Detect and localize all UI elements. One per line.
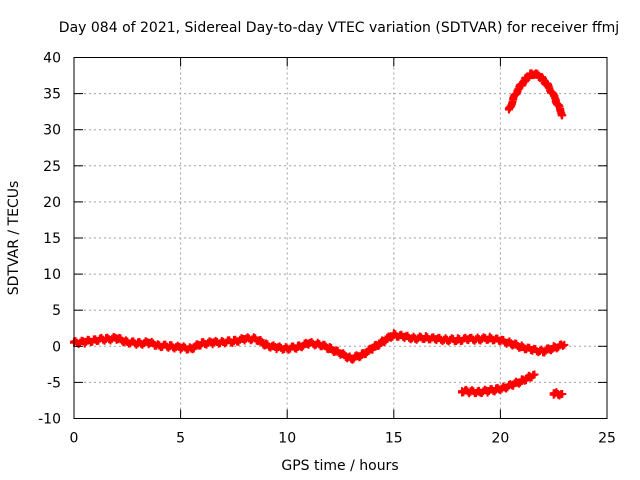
y-tick-label: 10	[43, 267, 61, 283]
y-tick-label: 20	[43, 195, 61, 211]
x-axis-label: GPS time / hours	[281, 458, 398, 474]
chart-title: Day 084 of 2021, Sidereal Day-to-day VTE…	[59, 20, 619, 36]
y-tick-label: 5	[52, 303, 61, 319]
x-tick-label: 0	[70, 431, 79, 447]
series-trail	[504, 69, 566, 120]
axis-ticks: -10 -5 0 5 10 15 20 25 30 35 40 0 5 10 15 20 25	[38, 51, 616, 447]
y-tick-label: -10	[38, 412, 61, 428]
series-lower-track	[458, 370, 539, 398]
series-lower-fragment	[549, 388, 567, 400]
y-axis-label: SDTVAR / TECUs	[6, 181, 22, 296]
y-tick-label: 35	[43, 87, 61, 103]
data-points	[70, 69, 569, 400]
x-tick-label: 20	[491, 431, 509, 447]
series-trail	[458, 371, 538, 398]
y-tick-label: 30	[43, 123, 61, 139]
series-upper-arc	[504, 69, 567, 120]
x-tick-label: 5	[176, 431, 185, 447]
x-tick-label: 10	[278, 431, 296, 447]
y-tick-label: 0	[52, 339, 61, 355]
series-trail	[549, 388, 565, 400]
y-tick-label: 25	[43, 159, 61, 175]
x-tick-label: 15	[385, 431, 403, 447]
y-tick-label: -5	[47, 375, 61, 391]
x-tick-label: 25	[598, 431, 616, 447]
y-tick-label: 15	[43, 231, 61, 247]
y-tick-label: 40	[43, 51, 61, 67]
grid-lines	[74, 57, 607, 419]
series-main-track	[70, 329, 569, 364]
